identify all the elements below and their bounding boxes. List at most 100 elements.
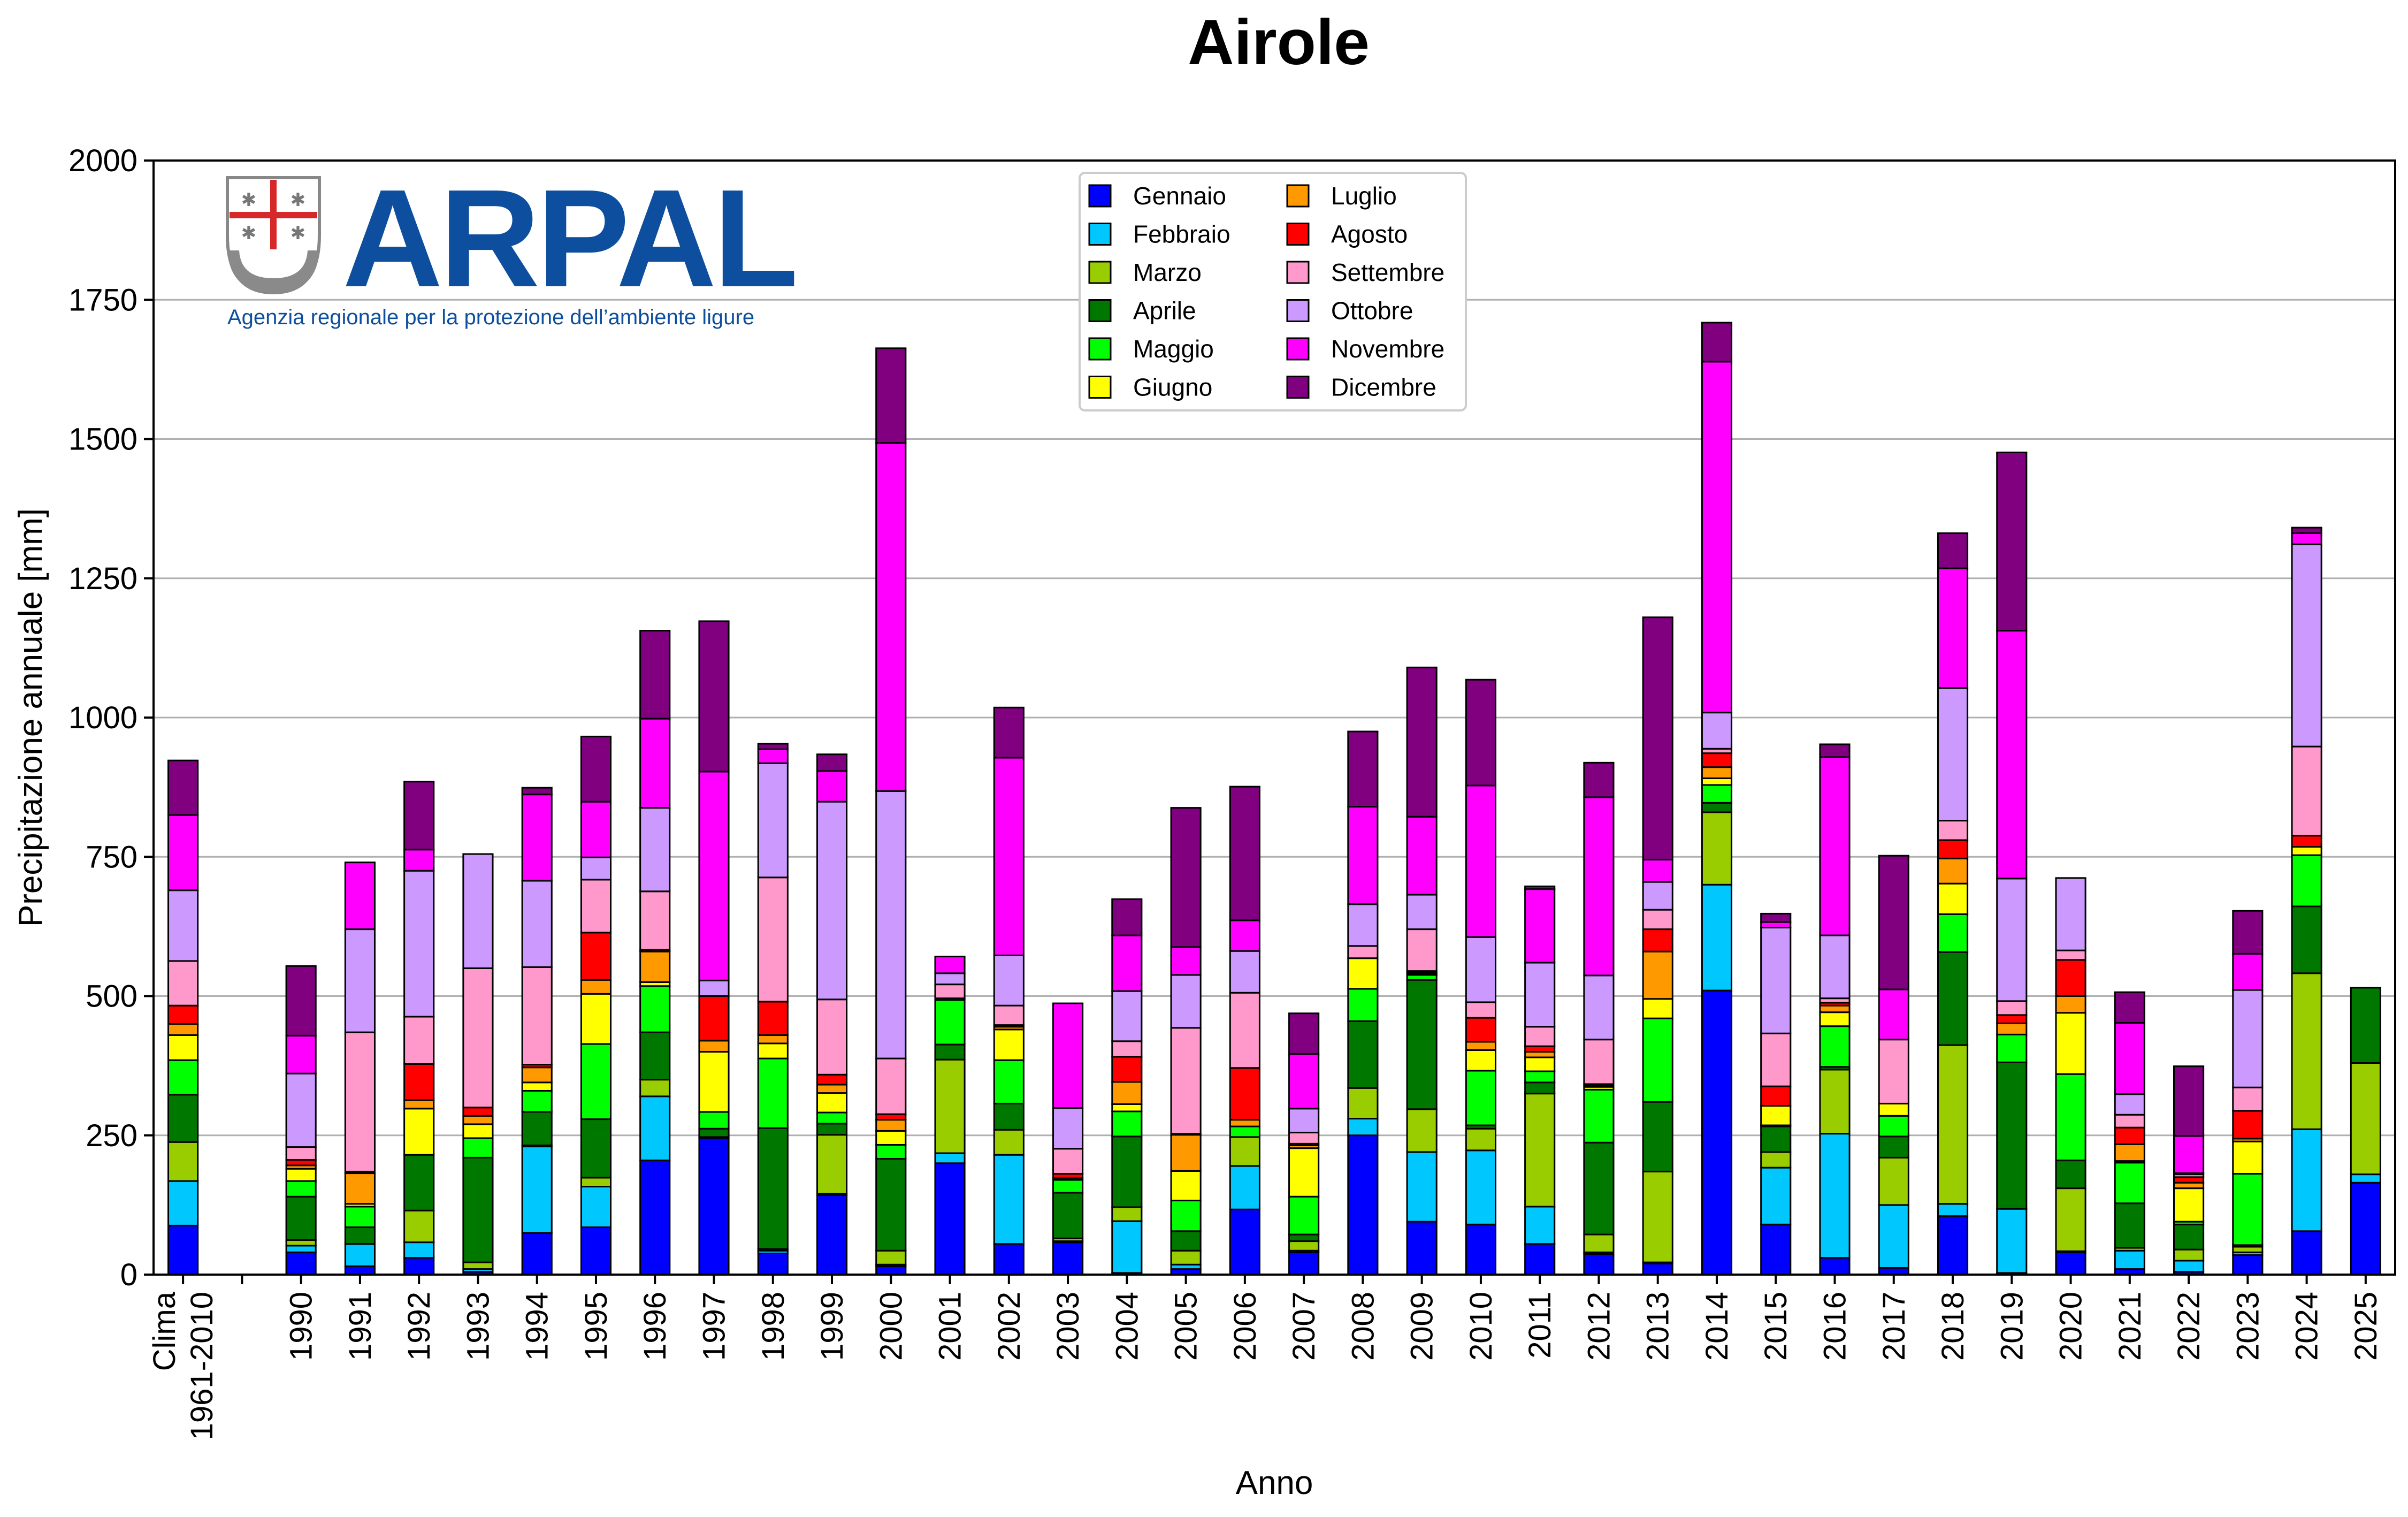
bar-segment — [993, 1059, 1025, 1104]
bar-segment — [1878, 1115, 1909, 1138]
bar-segment — [167, 1094, 199, 1143]
bar-segment — [1229, 919, 1260, 952]
bar-segment — [993, 1028, 1025, 1061]
bar-segment — [1760, 926, 1792, 1034]
bar-segment — [1524, 1070, 1556, 1084]
bar-segment — [462, 853, 494, 969]
bar-segment — [1701, 361, 1733, 714]
bar-segment — [1937, 913, 1969, 953]
legend-swatch — [1286, 376, 1310, 399]
bar-segment — [1701, 752, 1733, 768]
bar-segment — [875, 1249, 907, 1266]
bar-segment — [2291, 527, 2322, 534]
bar-segment — [403, 870, 435, 1018]
legend-label: Dicembre — [1331, 373, 1436, 401]
bar-segment — [1465, 1017, 1496, 1043]
x-tick-label: 1999 — [815, 1292, 850, 1361]
bar-segment — [1052, 1107, 1084, 1150]
svg-text:1991: 1991 — [343, 1292, 378, 1361]
svg-text:1998: 1998 — [756, 1292, 791, 1361]
bar-segment — [521, 880, 553, 968]
legend-item: Gennaio — [1088, 182, 1226, 210]
bar-segment — [816, 1134, 848, 1195]
bar-segment — [934, 999, 966, 1046]
bar-segment — [1111, 1220, 1143, 1274]
bar-segment — [1819, 1025, 1851, 1068]
bar-segment — [1878, 1156, 1909, 1206]
legend-item: Settembre — [1286, 258, 1444, 286]
bar-segment — [2232, 1173, 2264, 1246]
bar-segment — [757, 1127, 789, 1250]
legend: Gennaio Febbraio Marzo Aprile Maggio Giugno Lu… — [1079, 172, 1467, 411]
bar-segment — [167, 1180, 199, 1226]
bar-segment — [403, 781, 435, 851]
svg-text:✱: ✱ — [291, 223, 306, 243]
logo-tagline: Agenzia regionale per la protezione dell… — [227, 306, 754, 329]
legend-swatch — [1286, 223, 1310, 246]
legend-swatch — [1286, 261, 1310, 284]
legend-label: Ottobre — [1331, 297, 1413, 325]
bar-segment — [1701, 989, 1733, 1276]
bar-segment — [2055, 1251, 2086, 1276]
bar-segment — [1465, 1223, 1496, 1276]
bar-segment — [1701, 802, 1733, 813]
bar-segment — [403, 1108, 435, 1156]
bar-segment — [2114, 1249, 2145, 1270]
bar-segment — [1937, 687, 1969, 822]
bar-segment — [1524, 1206, 1556, 1245]
bar-segment — [1052, 1179, 1084, 1194]
bar-segment — [1406, 894, 1438, 931]
bar-segment — [1229, 1067, 1260, 1121]
legend-swatch — [1088, 261, 1112, 284]
x-tick-label: Clima 1961-2010 — [147, 1291, 219, 1440]
x-tick-label: 1998 — [756, 1292, 791, 1361]
bar-segment — [1524, 1093, 1556, 1208]
bar-segment — [344, 928, 376, 1033]
bar-segment — [698, 1040, 730, 1053]
bar-segment — [1111, 1103, 1143, 1112]
bar-segment — [1642, 1170, 1673, 1263]
bar-segment — [2232, 952, 2264, 991]
bar-segment — [462, 1156, 494, 1263]
bar-segment — [580, 1118, 612, 1179]
bar-segment — [1288, 1053, 1320, 1110]
bar-segment — [757, 1034, 789, 1045]
bar-segment — [934, 984, 966, 1000]
bar-segment — [1760, 912, 1792, 923]
bar-segment — [1937, 532, 1969, 569]
y-tick-label: 750 — [86, 840, 137, 874]
bar-segment — [698, 1111, 730, 1130]
bar-segment — [875, 1157, 907, 1252]
x-tick-label: 2004 — [1110, 1292, 1144, 1361]
bar-segment — [167, 960, 199, 1007]
bar-segment — [1229, 992, 1260, 1069]
bar-segment — [816, 1073, 848, 1086]
bar-segment — [2350, 987, 2381, 1064]
bar-segment — [1583, 796, 1615, 977]
bar-segment — [2114, 1093, 2145, 1116]
bar-segment — [1996, 1208, 2028, 1274]
bar-segment — [639, 1095, 671, 1162]
bar-segment — [1937, 857, 1969, 885]
bar-segment — [403, 1154, 435, 1211]
x-tick-label: 1995 — [579, 1292, 614, 1361]
bar-segment — [1701, 784, 1733, 804]
legend-label: Febbraio — [1133, 220, 1230, 248]
bar-segment — [1642, 1017, 1673, 1103]
bar-segment — [1878, 1039, 1909, 1104]
bar-segment — [1347, 1118, 1379, 1137]
svg-text:2001: 2001 — [933, 1292, 968, 1361]
bar-segment — [934, 972, 966, 986]
bar-segment — [1229, 1165, 1260, 1210]
y-tick-label: 2000 — [68, 143, 137, 178]
bar-segment — [580, 856, 612, 881]
bar-segment — [285, 1251, 317, 1276]
bar-segment — [1170, 1200, 1202, 1232]
svg-text:2017: 2017 — [1877, 1292, 1912, 1361]
bar-segment — [580, 993, 612, 1045]
x-tick-label: 2015 — [1759, 1292, 1793, 1361]
bar-segment — [698, 771, 730, 981]
bar-segment — [1878, 1102, 1909, 1117]
x-tick-label: 2000 — [874, 1292, 908, 1361]
bar-segment — [167, 1034, 199, 1061]
